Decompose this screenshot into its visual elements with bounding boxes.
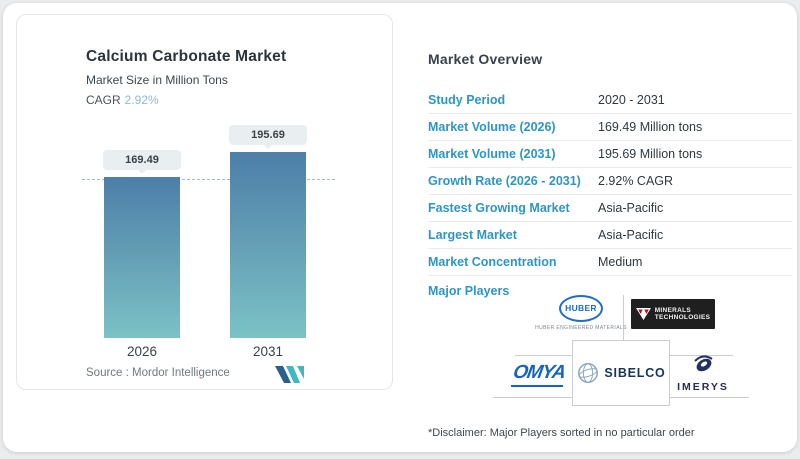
row-label: Market Volume (2031) xyxy=(428,147,556,161)
source-attribution: Source : Mordor Intelligence xyxy=(86,367,230,379)
players-grid-divider xyxy=(670,397,749,398)
players-grid-divider xyxy=(515,355,572,356)
row-label: Market Volume (2026) xyxy=(428,120,556,134)
market-size-chart-panel: Calcium Carbonate Market Market Size in … xyxy=(16,14,393,390)
disclaimer-text: *Disclaimer: Major Players sorted in no … xyxy=(428,427,695,439)
dashed-reference-line xyxy=(82,179,335,180)
row-value: 169.49 Million tons xyxy=(598,120,703,134)
x-axis-label-2031: 2031 xyxy=(252,344,284,359)
row-value: 195.69 Million tons xyxy=(598,147,703,161)
mt-line1: MINERALS xyxy=(654,306,692,314)
row-value: 2020 - 2031 xyxy=(598,93,665,107)
table-row: Market Volume (2031) 195.69 Million tons xyxy=(428,141,792,168)
mt-line2: TECHNOLOGIES xyxy=(654,314,711,321)
row-value: Medium xyxy=(598,255,643,269)
table-row: Market Concentration Medium xyxy=(428,249,792,276)
players-grid-divider xyxy=(493,397,572,398)
mordor-intelligence-logo-icon xyxy=(275,366,304,383)
players-grid-divider xyxy=(623,295,624,340)
omya-logo-text: OMYA xyxy=(510,362,568,387)
card: Calcium Carbonate Market Market Size in … xyxy=(3,3,797,452)
row-label: Largest Market xyxy=(428,228,517,242)
bar-2026 xyxy=(104,177,180,338)
sibelco-logo: SIBELCO xyxy=(572,340,670,406)
row-value: 2.92% CAGR xyxy=(598,174,674,188)
table-row: Study Period 2020 - 2031 xyxy=(428,87,792,114)
huber-logo-icon: HUBER xyxy=(559,295,603,322)
row-label: Study Period xyxy=(428,93,506,107)
minerals-technologies-text: MINERALS TECHNOLOGIES xyxy=(655,307,711,322)
imerys-logo-text: IMERYS xyxy=(677,381,729,393)
chart-subtitle: Market Size in Million Tons xyxy=(86,73,228,87)
overview-title: Market Overview xyxy=(428,51,543,67)
imerys-logo-icon xyxy=(694,355,713,372)
chart-cagr: CAGR 2.92% xyxy=(86,93,286,107)
chart-title: Calcium Carbonate Market xyxy=(86,48,287,65)
huber-caption: HUBER ENGINEERED MATERIALS xyxy=(535,325,627,331)
table-row: Largest Market Asia-Pacific xyxy=(428,222,792,249)
row-value: Asia-Pacific xyxy=(598,228,664,242)
row-label: Growth Rate (2026 - 2031) xyxy=(428,174,581,188)
sibelco-logo-text: SIBELCO xyxy=(604,366,666,380)
x-axis-label-2026: 2026 xyxy=(126,344,158,359)
row-label: Fastest Growing Market xyxy=(428,201,570,215)
row-value: Asia-Pacific xyxy=(598,201,664,215)
table-row: Growth Rate (2026 - 2031) 2.92% CAGR xyxy=(428,168,792,195)
sibelco-globe-icon xyxy=(578,363,599,383)
minerals-technologies-logo: MINERALS TECHNOLOGIES xyxy=(631,299,715,329)
players-grid-divider xyxy=(670,355,733,356)
overview-table: Study Period 2020 - 2031 Market Volume (… xyxy=(428,87,792,276)
omya-logo: OMYA xyxy=(504,362,574,387)
minerals-technologies-logo-icon xyxy=(635,308,651,320)
bar-2031 xyxy=(230,152,306,338)
huber-logo: HUBER HUBER ENGINEERED MATERIALS xyxy=(531,295,631,331)
row-label: Market Concentration xyxy=(428,255,557,269)
chart-header: Calcium Carbonate Market Market Size in … xyxy=(86,48,286,107)
cagr-value: 2.92% xyxy=(124,93,159,107)
major-players-label: Major Players xyxy=(428,284,510,298)
imerys-logo: IMERYS xyxy=(668,351,738,393)
table-row: Fastest Growing Market Asia-Pacific xyxy=(428,195,792,222)
cagr-label: CAGR xyxy=(86,93,121,107)
market-overview-panel: Market Overview Study Period 2020 - 2031… xyxy=(416,14,800,455)
bar-value-label-2026: 169.49 xyxy=(103,150,181,174)
table-row: Market Volume (2026) 169.49 Million tons xyxy=(428,114,792,141)
bar-value-label-2031: 195.69 xyxy=(229,125,307,149)
